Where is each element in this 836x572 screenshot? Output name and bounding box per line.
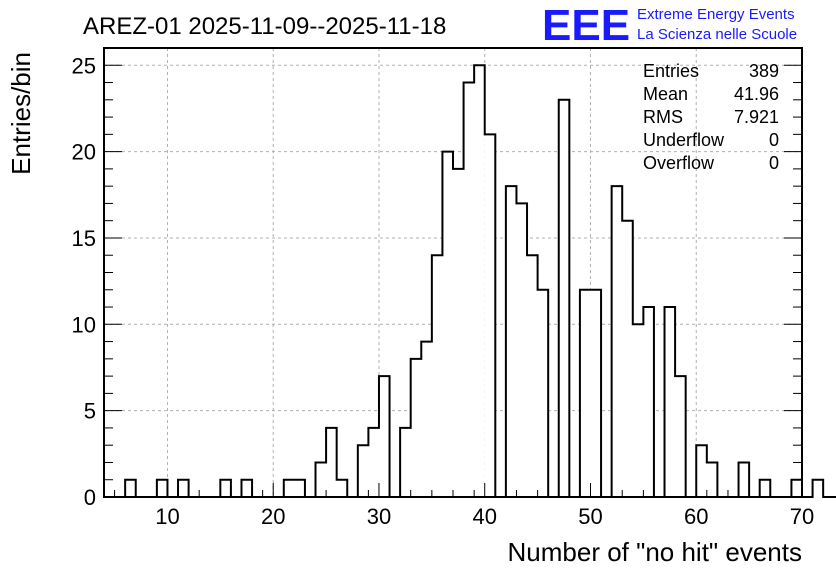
x-tick-label: 20 bbox=[261, 504, 285, 529]
x-tick-label: 30 bbox=[367, 504, 391, 529]
logo-line-1: Extreme Energy Events bbox=[637, 6, 795, 23]
y-axis-title: Entries/bin bbox=[6, 52, 36, 175]
histogram-bin bbox=[410, 358, 422, 497]
x-tick-label: 60 bbox=[684, 504, 708, 529]
axis-ticks bbox=[104, 64, 803, 498]
y-tick-label: 15 bbox=[72, 226, 96, 251]
histogram-bin bbox=[696, 445, 707, 497]
x-tick-label: 40 bbox=[472, 504, 496, 529]
histogram-bin bbox=[125, 479, 136, 497]
stat-mean-value: 41.96 bbox=[734, 84, 779, 104]
eee-logo-mark: EEE bbox=[542, 1, 630, 50]
histogram-bin bbox=[558, 99, 570, 498]
x-axis-title: Number of "no hit" events bbox=[508, 537, 803, 567]
histogram-bin bbox=[378, 376, 390, 497]
histogram-bin bbox=[241, 479, 253, 497]
histogram-bin bbox=[294, 479, 305, 497]
histogram-bin bbox=[400, 427, 411, 497]
y-tick-label: 25 bbox=[72, 53, 96, 78]
y-tick-labels: 0 5 10 15 20 25 bbox=[72, 53, 96, 510]
histogram-bin bbox=[759, 479, 771, 497]
histogram-bin bbox=[357, 445, 369, 497]
histogram-bin bbox=[326, 427, 337, 497]
stat-underflow-label: Underflow bbox=[643, 130, 725, 150]
histogram-bin bbox=[220, 479, 231, 497]
stat-overflow-value: 0 bbox=[769, 153, 779, 173]
x-tick-labels: 10 20 30 40 50 60 70 bbox=[155, 504, 814, 529]
histogram-bin bbox=[442, 151, 453, 497]
histogram-bin bbox=[283, 479, 295, 497]
histogram-bin bbox=[738, 462, 750, 497]
histogram-bin bbox=[156, 479, 168, 497]
histogram-bin bbox=[791, 479, 802, 497]
stat-underflow-value: 0 bbox=[769, 130, 779, 150]
histogram-bin bbox=[537, 289, 549, 497]
histogram-bin bbox=[484, 134, 496, 497]
histogram-bin bbox=[463, 82, 475, 498]
stat-entries-label: Entries bbox=[643, 61, 699, 81]
stat-rms-label: RMS bbox=[643, 107, 683, 127]
y-tick-label: 10 bbox=[72, 312, 96, 337]
stat-entries-value: 389 bbox=[749, 61, 779, 81]
histogram-bin bbox=[431, 255, 443, 497]
y-tick-label: 0 bbox=[84, 485, 96, 510]
histogram-bin bbox=[622, 220, 633, 497]
y-tick-label: 20 bbox=[72, 140, 96, 165]
stat-rms-value: 7.921 bbox=[734, 107, 779, 127]
histogram-bin bbox=[453, 168, 464, 497]
histogram-bin bbox=[421, 341, 432, 497]
histogram-bin bbox=[336, 479, 348, 497]
x-tick-label: 50 bbox=[578, 504, 602, 529]
eee-logo: EEE Extreme Energy Events La Scienza nel… bbox=[542, 1, 797, 50]
histogram-bin bbox=[590, 289, 602, 497]
histogram-bin bbox=[474, 65, 485, 498]
histogram-bin bbox=[632, 324, 644, 497]
histogram-bin bbox=[643, 307, 654, 497]
histogram-bin bbox=[706, 462, 718, 497]
histogram-bin bbox=[579, 289, 591, 497]
histogram-bin bbox=[611, 186, 623, 497]
histogram-bin bbox=[664, 307, 676, 497]
histogram-bin bbox=[527, 255, 538, 497]
histogram-bin bbox=[505, 186, 517, 497]
y-tick-label: 5 bbox=[84, 399, 96, 424]
histogram-bin bbox=[368, 427, 379, 497]
histogram-bin bbox=[178, 479, 189, 497]
histogram-bin bbox=[516, 203, 528, 497]
x-tick-label: 70 bbox=[790, 504, 814, 529]
histogram-bin bbox=[315, 462, 327, 497]
x-tick-label: 10 bbox=[155, 504, 179, 529]
stats-box: Entries 389 Mean 41.96 RMS 7.921 Underfl… bbox=[643, 61, 779, 173]
logo-line-2: La Scienza nelle Scuole bbox=[637, 26, 797, 43]
histogram-bin bbox=[675, 376, 686, 497]
histogram-bin bbox=[812, 479, 824, 497]
stat-mean-label: Mean bbox=[643, 84, 688, 104]
histogram-bars bbox=[104, 64, 836, 498]
stat-overflow-label: Overflow bbox=[643, 153, 715, 173]
chart-title: AREZ-01 2025-11-09--2025-11-18 bbox=[83, 13, 446, 40]
